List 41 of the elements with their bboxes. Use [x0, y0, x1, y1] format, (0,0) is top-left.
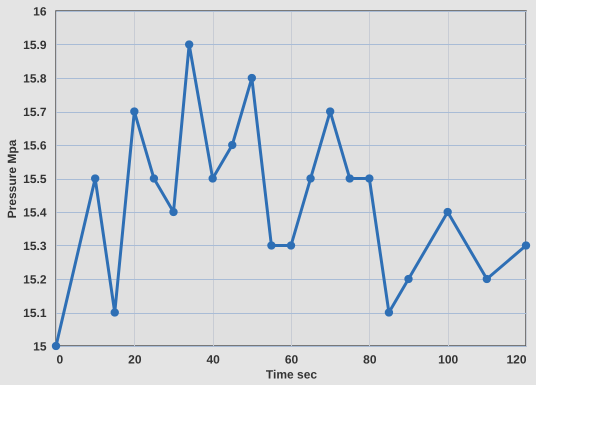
point — [228, 140, 236, 150]
x-tick-label: 20 — [128, 352, 142, 366]
x-tick-label: 80 — [363, 352, 377, 366]
y-tick-label: 15.1 — [23, 306, 47, 320]
point — [522, 241, 530, 250]
y-tick-label: 15.4 — [23, 206, 47, 220]
point — [443, 208, 452, 216]
point — [130, 107, 139, 116]
point — [326, 107, 334, 116]
point — [169, 208, 178, 216]
point — [482, 274, 492, 284]
point — [150, 174, 158, 183]
point — [248, 74, 256, 82]
y-tick-label: 15.7 — [23, 105, 47, 119]
x-axis-title: Time sec — [266, 368, 318, 382]
point — [384, 308, 394, 317]
y-tick-label: 15.6 — [23, 138, 47, 152]
x-tick-label: 100 — [438, 352, 458, 366]
x-tick-label: 60 — [284, 352, 298, 366]
point — [286, 241, 296, 250]
y-tick-label: 15.3 — [23, 239, 47, 253]
x-tick-label: 0 — [56, 352, 64, 366]
point — [365, 174, 374, 183]
point — [404, 274, 413, 284]
point — [110, 308, 119, 317]
point — [90, 174, 100, 183]
y-tick-label: 15.9 — [23, 38, 47, 52]
y-tick-label: 16 — [33, 4, 47, 18]
y-tick-label: 15 — [33, 340, 47, 354]
y-tick-label: 15.8 — [23, 72, 47, 86]
x-tick-label: 120 — [506, 352, 527, 366]
point — [184, 40, 194, 49]
y-tick-label: 15.5 — [23, 172, 47, 186]
point — [52, 342, 60, 350]
y-axis-title: Pressure Mpa — [5, 139, 20, 218]
y-tick-label: 15.2 — [23, 272, 47, 286]
point — [346, 174, 354, 183]
point — [208, 174, 217, 183]
x-tick-label: 40 — [206, 352, 220, 366]
point — [267, 241, 276, 250]
point — [306, 174, 315, 183]
